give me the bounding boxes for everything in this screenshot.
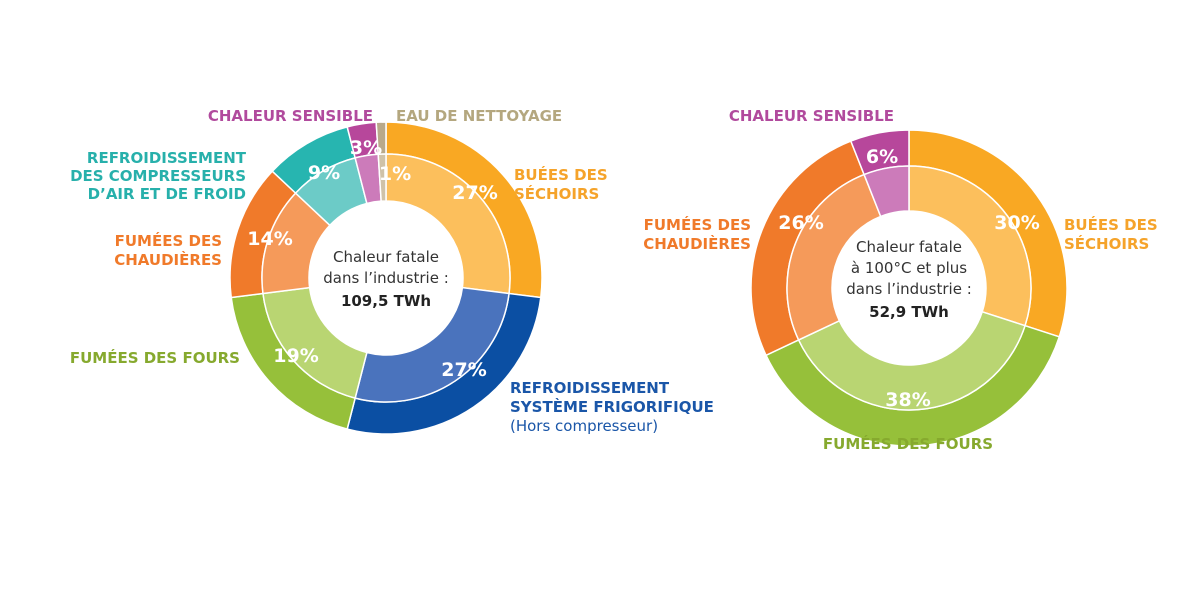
chart2-category-labels: BUÉES DES SÉCHOIRS FUMÉES DES FOURS FUMÉES … [643,107,1157,453]
chart2-slice-inner-fumees-des-fours [797,310,1026,411]
chart2-center-line1: Chaleur fatale [856,238,962,256]
chart2-percent-fumees-des-chaudieres: 26% [778,212,823,234]
chart1-category-buees-des-sechoirs: BUÉES DES SÉCHOIRS [514,165,608,203]
chart1-percent-buees-des-sechoirs: 27% [452,182,497,204]
donut-chart-100c-and-above: 30% 38% 26% 6% BUÉES DES SÉCHOIRS FUMÉES DES … [643,107,1157,453]
chart2-slice-inner-buees-des-sechoirs [908,165,1032,327]
chart1-slices [229,121,543,435]
chart1-slice-inner-refroidissement-systeme-frigorifique-hors-compresseur [354,286,510,403]
chart1-category-labels: BUÉES DES SÉCHOIRS REFROIDISSEMENT SYSTÈME … [70,107,714,435]
chart2-category-chaleur-sensible: CHALEUR SENSIBLE [729,107,894,125]
chart1-center-line1: Chaleur fatale [333,248,439,266]
chart1-slice-inner-eau-de-nettoyage [377,153,387,202]
chart1-category-fumees-des-fours: FUMÉES DES FOURS [70,348,240,367]
chart1-percent-fumees-des-chaudieres: 14% [247,228,292,250]
chart1-percent-eau-de-nettoyage: 1% [379,163,411,185]
chart1-center-line2: dans l’industrie : [323,269,449,287]
chart1-percent-refroidissement-des-compresseurs-d-air-et-de-froid: 9% [308,162,340,184]
chart2-percent-fumees-des-fours: 38% [885,389,930,411]
donut-chart-all-industry: 27% 27% 19% 14% 9% 3% 1% BUÉES DES SÉCHOIRS REFR… [70,107,714,435]
chart2-category-fumees-des-chaudieres: FUMÉES DES CHAUDIÈRES [643,215,751,253]
chart1-slice-inner-buees-des-sechoirs [385,153,511,295]
chart2-slices [750,129,1068,447]
chart1-center-value: 109,5 TWh [341,292,431,310]
chart2-percent-chaleur-sensible: 6% [866,146,898,168]
chart2-category-buees-des-sechoirs: BUÉES DES SÉCHOIRS [1064,215,1158,253]
chart2-percent-buees-des-sechoirs: 30% [994,212,1039,234]
chart2-percent-labels: 30% 38% 26% 6% [778,146,1039,411]
chart2-slice-inner-chaleur-sensible [863,165,910,218]
chart2-center-label: Chaleur fatale à 100°C et plus dans l’in… [846,238,972,321]
chart1-percent-fumees-des-fours: 19% [273,345,318,367]
chart2-center-line3: dans l’industrie : [846,280,972,298]
chart1-category-refroidissement-systeme-frigorifique-hors-compresseur: REFROIDISSEMENT SYSTÈME FRIGORIFIQUE (Hors… [510,379,714,435]
chart1-percent-chaleur-sensible: 3% [350,137,382,159]
chart2-center-line2: à 100°C et plus [851,259,967,277]
chart1-category-refroidissement-des-compresseurs-d-air-et-de-froid: REFROIDISSEMENT DES COMPRESSEURS D’AIR ET … [70,149,247,203]
chart1-center-label: Chaleur fatale dans l’industrie : 109,5 … [323,248,449,310]
chart1-category-chaleur-sensible: CHALEUR SENSIBLE [208,107,373,125]
chart1-category-fumees-des-chaudieres: FUMÉES DES CHAUDIÈRES [114,231,222,269]
chart1-category-eau-de-nettoyage: EAU DE NETTOYAGE [396,107,562,125]
chart2-category-fumees-des-fours: FUMÉES DES FOURS [823,434,993,453]
chart2-center-value: 52,9 TWh [869,303,949,321]
chart1-percent-labels: 27% 27% 19% 14% 9% 3% 1% [247,137,497,381]
chart1-percent-refroidissement-systeme-frigorifique-hors-compresseur: 27% [441,359,486,381]
